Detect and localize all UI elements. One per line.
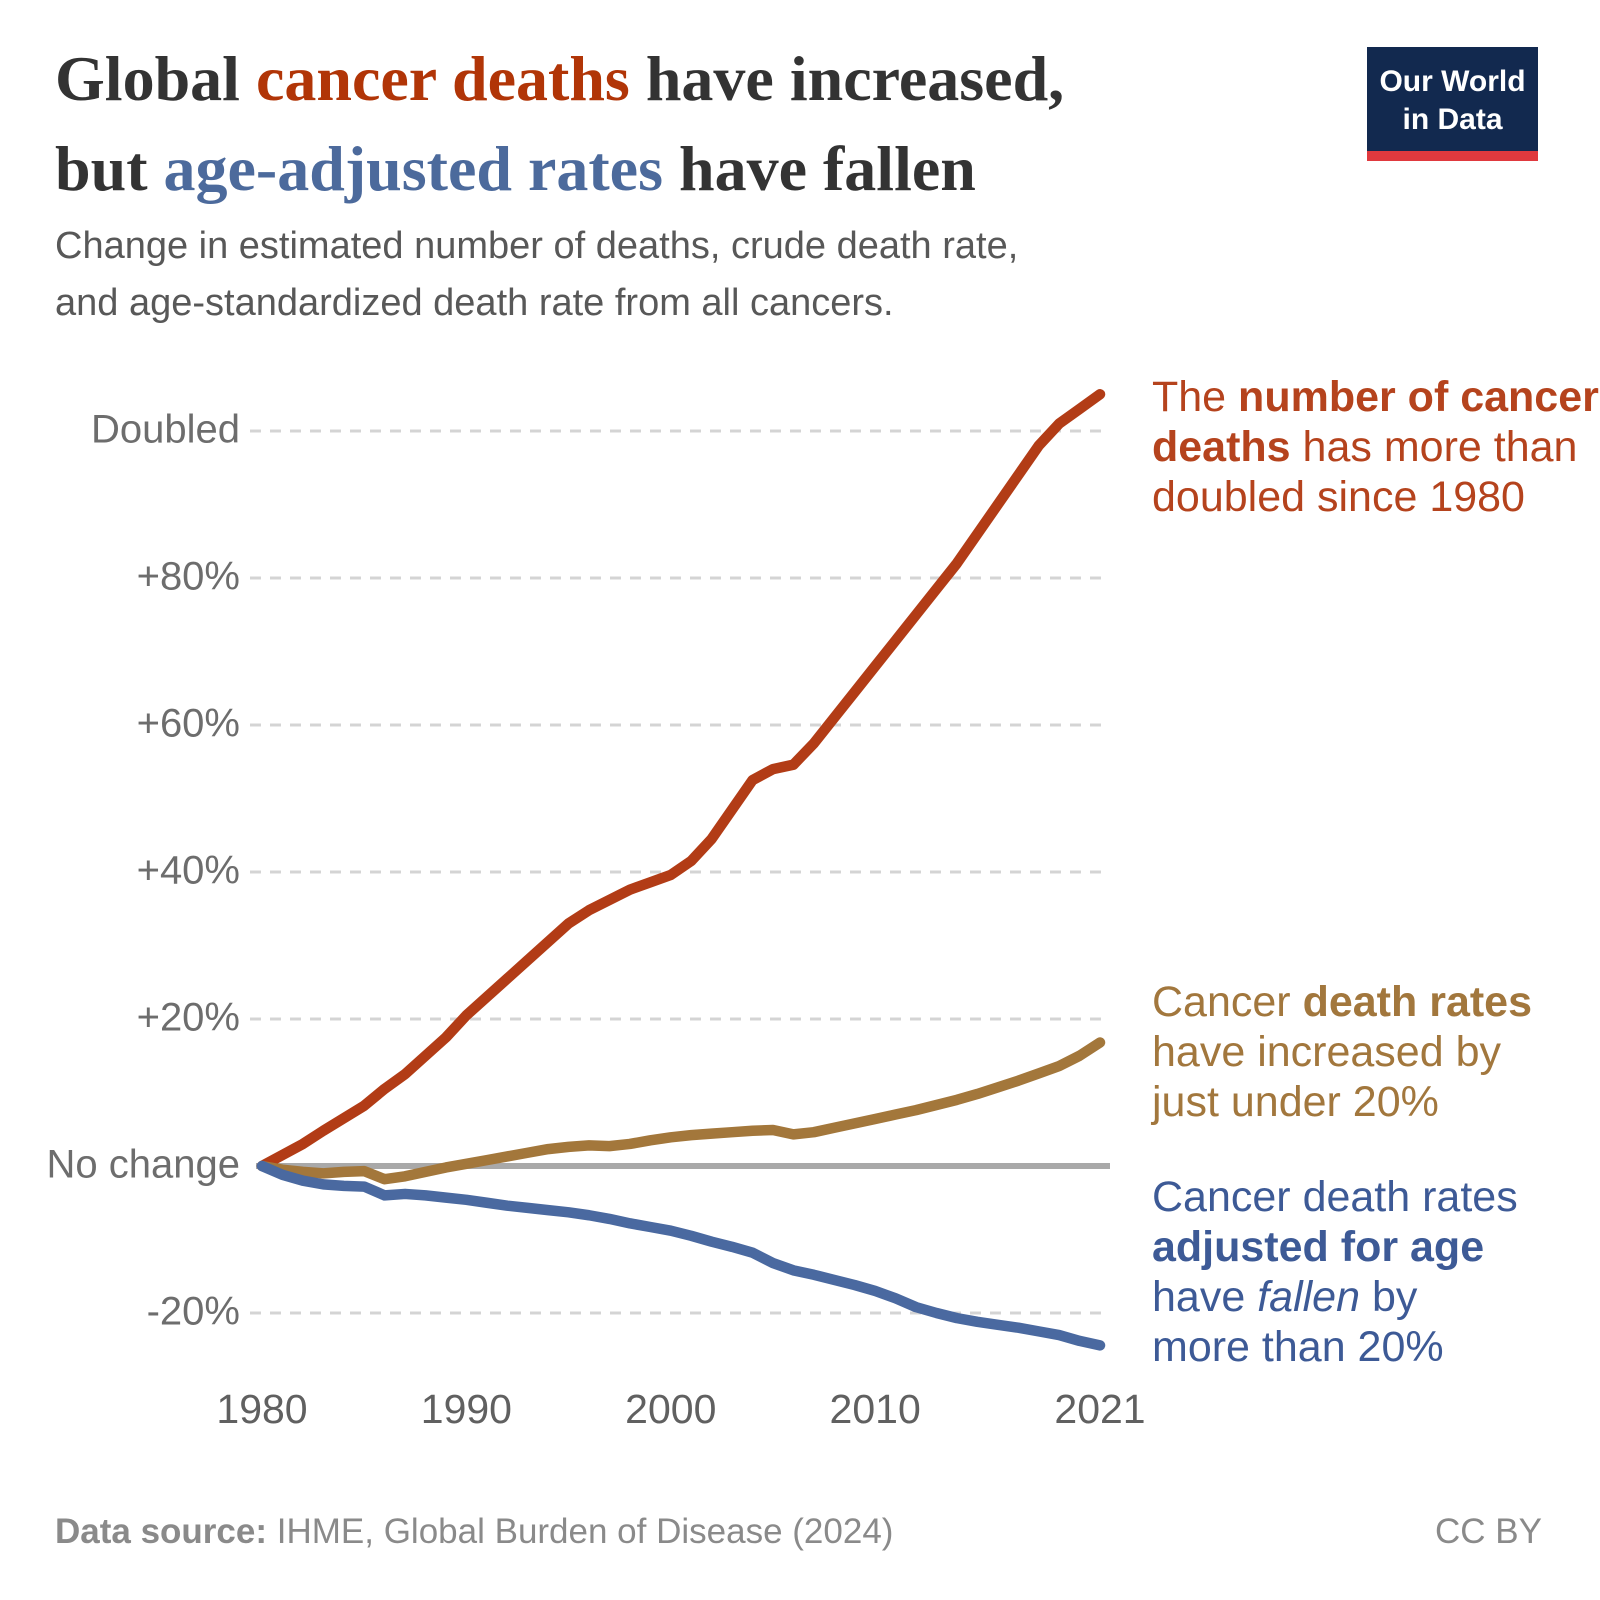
subtitle-line: Change in estimated number of deaths, cr… bbox=[55, 225, 1019, 267]
text-segment: have increased by bbox=[1152, 1028, 1501, 1076]
text-segment: fallen bbox=[1257, 1273, 1360, 1321]
y-axis-label: +40% bbox=[136, 848, 240, 893]
text-segment: just under 20% bbox=[1152, 1078, 1439, 1126]
annotation-crude-death-rate: Cancer death rates have increased by just … bbox=[1152, 977, 1582, 1127]
text-segment: have increased, bbox=[629, 43, 1065, 114]
x-axis-label: 1990 bbox=[420, 1386, 512, 1432]
page-title: Global cancer deaths have increased, but … bbox=[55, 34, 1064, 213]
text-segment: has more than bbox=[1290, 423, 1578, 471]
x-axis-label: 1980 bbox=[216, 1386, 308, 1432]
text-segment: doubled since 1980 bbox=[1152, 473, 1525, 521]
text-segment: death rates bbox=[1302, 978, 1533, 1026]
title-line: Global cancer deaths have increased, bbox=[55, 34, 1064, 124]
x-axis-label: 2000 bbox=[625, 1386, 717, 1432]
annotation-line: adjusted for age bbox=[1152, 1222, 1582, 1272]
x-axis-label: 2021 bbox=[1054, 1386, 1146, 1432]
text-segment: number of cancer bbox=[1238, 373, 1599, 421]
logo-line: in Data bbox=[1402, 103, 1503, 137]
subtitle-line: and age-standardized death rate from all… bbox=[55, 282, 894, 324]
text-segment: by bbox=[1360, 1273, 1418, 1321]
annotation-line: just under 20% bbox=[1152, 1077, 1582, 1127]
annotation-line: Cancer death rates bbox=[1152, 1172, 1582, 1222]
annotation-line: doubled since 1980 bbox=[1152, 472, 1582, 522]
annotation-line: The number of cancer bbox=[1152, 372, 1599, 422]
series-line-crude-death-rate bbox=[256, 1037, 1106, 1185]
annotation-line: more than 20% bbox=[1152, 1322, 1582, 1372]
text-segment: have fallen bbox=[662, 132, 976, 204]
owid-logo: Our World in Data bbox=[1367, 47, 1538, 162]
text-segment: Data source: bbox=[55, 1512, 277, 1551]
y-axis-label: +80% bbox=[136, 554, 240, 599]
x-axis-label: 2010 bbox=[829, 1386, 921, 1432]
text-segment: Global bbox=[55, 43, 256, 114]
text-segment: Cancer death rates bbox=[1152, 1173, 1518, 1221]
license-badge: CC BY bbox=[1435, 1512, 1542, 1551]
text-segment: adjusted for age bbox=[1152, 1223, 1485, 1271]
title-line: but age-adjusted rates have fallen bbox=[55, 124, 1064, 214]
text-segment: cancer deaths bbox=[255, 43, 630, 114]
y-axis-label: -20% bbox=[146, 1289, 240, 1334]
y-axis-label: +20% bbox=[136, 995, 240, 1040]
text-segment: age-adjusted rates bbox=[163, 132, 663, 204]
annotation-line: have increased by bbox=[1152, 1027, 1582, 1077]
y-axis-label: Doubled bbox=[90, 407, 240, 452]
annotation-line: deaths has more than bbox=[1152, 422, 1582, 472]
series-line-age-standardized-death-rate bbox=[256, 1160, 1106, 1351]
y-axis-label: No change bbox=[46, 1142, 240, 1187]
text-segment: have bbox=[1152, 1273, 1258, 1321]
chart-subtitle: Change in estimated number of deaths, cr… bbox=[55, 218, 1018, 332]
text-segment: more than 20% bbox=[1152, 1323, 1444, 1371]
annotation-line: have fallen by bbox=[1152, 1272, 1582, 1322]
text-segment: Cancer bbox=[1152, 978, 1303, 1026]
y-axis-label: +60% bbox=[136, 701, 240, 746]
logo-line: Our World bbox=[1379, 65, 1526, 98]
annotation-cancer-deaths: The number of cancer deaths has more than… bbox=[1152, 372, 1599, 522]
text-segment: but bbox=[55, 132, 164, 204]
series-line-number-of-cancer-deaths bbox=[256, 389, 1106, 1172]
annotation-line: Cancer death rates bbox=[1152, 977, 1582, 1027]
text-segment: deaths bbox=[1152, 423, 1291, 471]
text-segment: The bbox=[1152, 373, 1239, 421]
annotation-age-adjusted-rate: Cancer death rates adjusted for age have f… bbox=[1152, 1172, 1582, 1372]
data-source: Data source: IHME, Global Burden of Dise… bbox=[55, 1512, 893, 1552]
text-segment: IHME, Global Burden of Disease (2024) bbox=[276, 1512, 894, 1551]
chart-footer: Data source: IHME, Global Burden of Dise… bbox=[55, 1512, 1542, 1552]
